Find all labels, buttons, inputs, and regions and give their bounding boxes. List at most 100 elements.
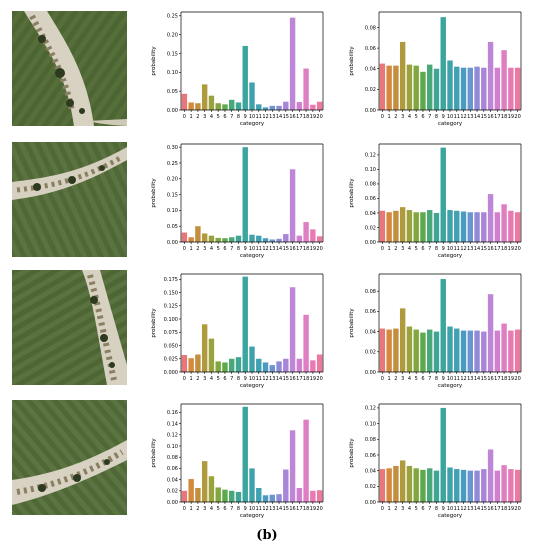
bar-14 [474,330,480,372]
bar-16 [289,169,296,242]
x-tick-label: 10 [447,246,453,252]
bar-15 [481,331,487,372]
aerial-image-1 [12,11,127,126]
chart-svg: 0.000.020.040.060.080.100.120 1 2 3 4 5 6 7 8 9 10… [349,143,522,259]
y-tick-label: 0.175 [164,277,178,283]
x-tick-label: 16 [289,246,295,252]
x-tick-label: 13 [467,376,473,382]
x-tick-label: 13 [467,246,473,252]
bar-6 [420,212,426,242]
x-tick-label: 3 [401,114,404,120]
bar-2 [393,465,399,502]
bar-15 [283,234,289,242]
x-tick-label: 1 [190,246,193,252]
bar-16 [487,294,494,372]
x-tick-label: 6 [223,246,226,252]
x-tick-label: 18 [303,246,309,252]
x-tick-label: 8 [237,114,240,120]
x-tick-label: 13 [269,376,275,382]
bar-1 [386,65,392,110]
x-tick-label: 17 [494,506,500,512]
bar-20 [316,236,323,242]
x-tick-label: 5 [217,376,220,382]
x-tick-label: 5 [217,114,220,120]
bar-8 [235,491,242,502]
x-tick-label: 20 [316,376,322,382]
chart-svg: 0.000 0.025 0.050 0.075 0.100 0.125 0.150 0.175… [151,273,324,389]
y-axis-label: probability [349,308,355,338]
bar-6 [420,469,426,502]
x-tick-label: 20 [316,246,322,252]
x-tick-label: 20 [514,246,520,252]
x-tick-label: 11 [454,506,460,512]
x-tick-label: 11 [256,246,262,252]
bar-18 [303,419,309,502]
x-tick-label: 14 [276,506,282,512]
bar-12 [460,211,467,242]
bar-8 [235,235,242,242]
x-tick-label: 12 [460,114,466,120]
bar-13 [269,494,275,502]
bar-12 [460,67,467,110]
x-tick-label: 9 [244,376,247,382]
bar-chart-row4-left: 0.00 0.02 0.04 0.06 0.08 0.10 0.12 0.14 0.16 0 1 2 3… [147,400,327,524]
bar-17 [494,67,501,110]
x-tick-label: 17 [494,114,500,120]
x-tick-label: 16 [289,506,295,512]
bar-15 [283,469,289,502]
y-tick-label: 0.08 [167,455,178,461]
x-tick-label: 11 [256,376,262,382]
bar-0 [379,328,386,372]
y-axis-label: probability [151,46,157,76]
bar-20 [514,329,521,372]
x-tick-label: 0 [183,506,186,512]
x-tick-label: 17 [296,506,302,512]
bar-2 [393,210,399,242]
x-tick-label: 10 [249,506,255,512]
bar-19 [508,330,514,372]
x-tick-label: 19 [310,506,316,512]
x-tick-label: 7 [230,246,233,252]
y-tick-label: 0.02 [365,350,376,356]
x-tick-label: 15 [481,506,487,512]
x-tick-label: 10 [249,246,255,252]
bar-20 [316,354,323,372]
x-tick-label: 6 [223,376,226,382]
x-axis-label: category [438,383,463,389]
x-tick-label: 11 [256,506,262,512]
x-tick-label: 4 [210,114,213,120]
bar-17 [296,102,303,110]
bar-19 [310,490,316,502]
bar-6 [222,362,228,372]
y-tick-label: 0.30 [167,145,178,151]
x-tick-label: 9 [442,114,445,120]
bar-19 [508,67,514,110]
x-tick-label: 19 [310,246,316,252]
bar-11 [256,235,262,242]
x-tick-label: 15 [283,114,289,120]
bar-10 [447,326,453,372]
bar-14 [474,470,480,502]
x-tick-label: 15 [481,376,487,382]
x-tick-label: 13 [269,114,275,120]
bar-18 [303,314,309,372]
x-tick-label: 3 [203,114,206,120]
bar-chart-row1-left: 0.00 0.05 0.10 0.15 0.20 0.25 0 1 2 3 4 5 6 7 8 9 10 11 12… [147,8,327,132]
x-tick-label: 1 [190,506,193,512]
x-tick-label: 0 [381,376,384,382]
x-axis-label: category [438,253,463,259]
x-tick-label: 1 [388,114,391,120]
x-tick-label: 1 [388,376,391,382]
x-tick-label: 10 [447,506,453,512]
bar-10 [447,467,453,502]
bar-13 [467,470,473,502]
bar-0 [379,210,386,242]
bar-0 [181,93,188,110]
bar-10 [249,82,255,110]
bar-11 [454,328,460,372]
x-tick-label: 9 [244,114,247,120]
y-tick-label: 0.12 [365,153,376,159]
bar-5 [413,212,419,242]
x-tick-label: 1 [190,376,193,382]
y-tick-label: 0.08 [365,437,376,443]
